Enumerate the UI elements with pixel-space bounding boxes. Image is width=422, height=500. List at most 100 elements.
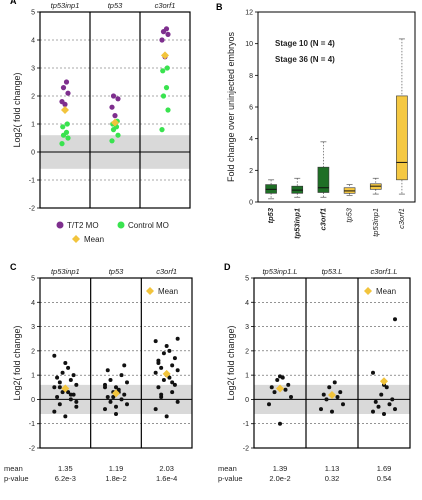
data-point: [108, 399, 113, 404]
y-tick-label: 4: [31, 300, 35, 307]
data-point: [338, 390, 343, 395]
stat-pvalue: 0.32: [325, 474, 340, 483]
legend-label: Mean: [376, 287, 396, 296]
category-label: tp53: [345, 207, 354, 222]
data-point: [170, 380, 175, 385]
data-point: [327, 385, 332, 390]
legend-label: Mean: [84, 235, 104, 244]
data-point: [109, 104, 115, 110]
stat-pvalue: 1.8e-2: [105, 474, 126, 483]
data-point: [272, 390, 277, 395]
data-point: [122, 392, 127, 397]
data-point: [167, 348, 172, 353]
data-point: [63, 414, 68, 419]
stat-mean: 1.69: [377, 464, 392, 473]
data-point: [60, 85, 67, 91]
data-point: [172, 356, 177, 361]
stat-pvalue: 0.54: [377, 474, 392, 483]
data-point: [68, 392, 73, 397]
y-tick-label: 0: [31, 397, 35, 404]
stat-row-label: p-value: [218, 474, 243, 483]
y-tick-label: 8: [249, 73, 253, 80]
data-point: [170, 363, 175, 368]
data-point: [164, 414, 169, 419]
stat-mean: 1.35: [58, 464, 73, 473]
data-point: [283, 387, 288, 392]
data-point: [111, 395, 116, 399]
data-point: [71, 392, 76, 397]
y-tick-label: 6: [249, 105, 253, 112]
data-point: [384, 385, 389, 390]
y-tick-label: 10: [245, 41, 253, 48]
data-point: [52, 385, 57, 390]
data-point: [164, 65, 170, 71]
category-label: tp53: [108, 1, 123, 10]
category-label: c3orf1: [318, 208, 327, 231]
data-point: [153, 407, 158, 412]
mean-marker: [112, 389, 120, 398]
legend-swatch: [146, 287, 154, 295]
category-label: tp53: [266, 207, 275, 223]
data-point: [160, 68, 166, 74]
data-point: [379, 392, 384, 397]
data-point: [74, 404, 79, 409]
data-point: [63, 79, 70, 85]
data-point: [55, 395, 60, 399]
data-point: [165, 31, 171, 37]
y-tick-label: 4: [31, 38, 35, 45]
data-point: [57, 385, 62, 390]
y-tick-label: 3: [31, 66, 35, 73]
y-tick-label: -2: [29, 206, 35, 213]
data-point: [156, 385, 161, 390]
y-tick-label: 0: [245, 397, 249, 404]
y-axis-label: Log2( fold change): [226, 325, 236, 400]
y-tick-label: 4: [245, 300, 249, 307]
data-point: [105, 395, 110, 399]
data-point: [119, 373, 124, 378]
legend-swatch: [364, 287, 372, 295]
data-point: [175, 399, 180, 404]
mean-marker: [162, 369, 171, 378]
category-label: c3orf1: [155, 1, 176, 10]
data-point: [52, 353, 57, 358]
y-tick-label: -2: [29, 446, 35, 453]
stat-mean: 1.39: [273, 464, 288, 473]
data-point: [60, 370, 65, 375]
stat-row-label: mean: [218, 464, 237, 473]
data-point: [371, 370, 375, 375]
legend-label: Mean: [158, 287, 178, 296]
data-point: [59, 141, 65, 147]
stat-mean: 1.19: [109, 464, 124, 473]
panel-label: B: [216, 2, 223, 12]
data-point: [393, 407, 397, 412]
data-point: [267, 402, 271, 407]
stat-row-label: mean: [4, 464, 23, 473]
y-tick-label: -2: [243, 446, 249, 453]
data-point: [74, 399, 79, 404]
panel-label: A: [10, 0, 17, 6]
stat-mean: 2.03: [159, 464, 174, 473]
data-point: [172, 382, 177, 387]
plot-frame: [39, 277, 193, 449]
data-point: [373, 399, 378, 404]
data-point: [114, 412, 118, 416]
data-point: [115, 132, 121, 138]
category-label: c3orf1: [156, 267, 177, 276]
plot-frame: [39, 11, 191, 209]
y-tick-label: 2: [245, 348, 249, 355]
data-point: [321, 392, 326, 397]
mean-marker: [276, 384, 284, 393]
data-point: [63, 129, 70, 135]
mean-marker: [161, 51, 169, 60]
stat-pvalue: 6.2e-3: [55, 474, 76, 483]
mean-marker: [61, 106, 69, 114]
category-label: tp53.L: [322, 267, 343, 276]
y-axis-label: Log2( fold change): [12, 72, 22, 147]
data-point: [115, 96, 121, 102]
data-point: [335, 395, 340, 399]
y-tick-label: 0: [31, 150, 35, 157]
data-point: [341, 402, 345, 407]
data-point: [119, 397, 124, 402]
data-point: [114, 385, 118, 390]
stat-pvalue: 2.0e-2: [269, 474, 290, 483]
